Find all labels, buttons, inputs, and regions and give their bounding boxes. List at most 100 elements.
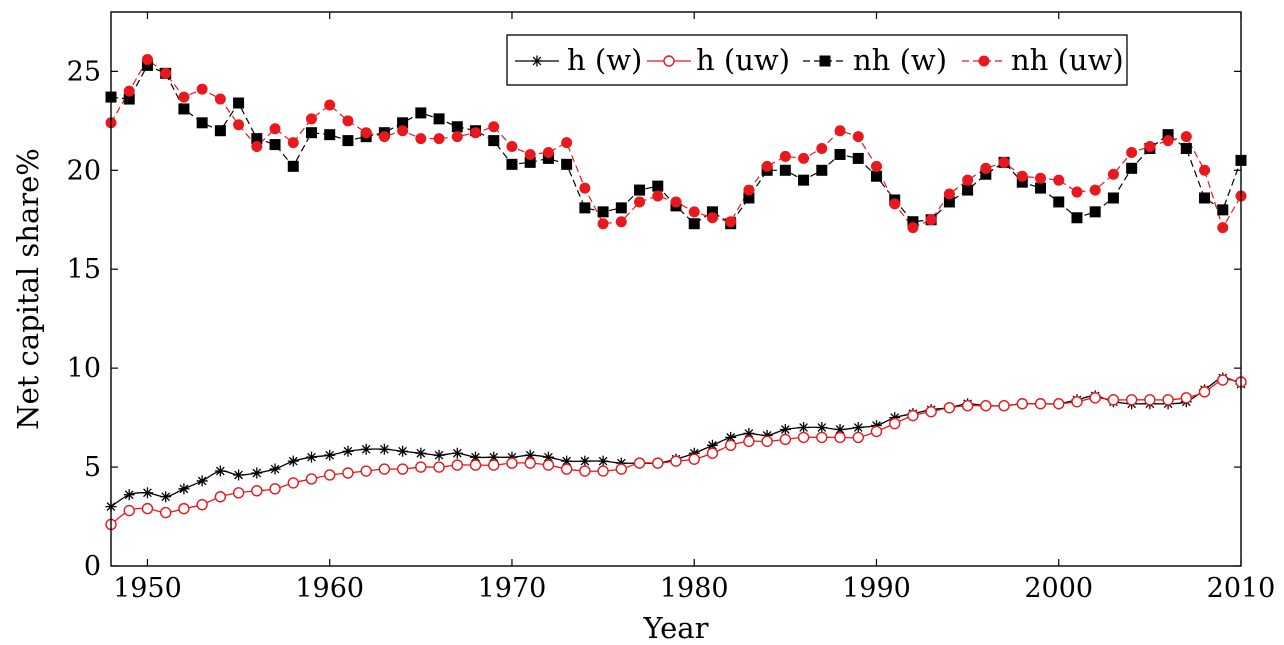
data-point-h-w xyxy=(397,445,409,457)
data-point-nh-w xyxy=(123,93,135,105)
x-tick-label: 1950 xyxy=(113,573,182,604)
legend-label-nh-uw: nh (uw) xyxy=(1011,43,1124,77)
y-tick-label: 10 xyxy=(67,353,101,384)
data-point-nh-uw xyxy=(251,141,263,153)
data-point-nh-uw xyxy=(415,133,427,145)
data-point-h-w xyxy=(342,445,354,457)
data-point-h-uw xyxy=(469,459,482,471)
data-point-h-w xyxy=(196,475,208,487)
data-point-nh-w xyxy=(1199,192,1211,204)
data-point-nh-w xyxy=(743,192,755,204)
data-point-h-w xyxy=(706,439,718,451)
data-point-nh-uw xyxy=(141,53,153,65)
data-point-h-w xyxy=(470,451,482,463)
data-point-nh-w xyxy=(1016,176,1028,188)
data-point-nh-w xyxy=(324,129,336,141)
data-point-nh-uw xyxy=(1053,174,1065,186)
data-point-nh-w xyxy=(561,158,573,170)
data-point-nh-w xyxy=(1089,206,1101,218)
data-point-nh-w xyxy=(1180,143,1192,155)
data-point-h-uw xyxy=(196,498,208,511)
data-point-nh-w xyxy=(943,196,955,208)
data-point-h-uw xyxy=(451,459,463,471)
data-point-nh-uw xyxy=(615,216,627,228)
data-point-h-w xyxy=(214,465,226,477)
data-point-h-uw xyxy=(1198,386,1211,398)
data-point-nh-w xyxy=(178,103,190,115)
data-point-h-w xyxy=(360,443,372,455)
data-point-nh-uw xyxy=(269,123,281,135)
axes: 1950 1960 1970 1980 1990 2000 2010 0 5 10 15 20 25 Ye… xyxy=(11,11,1275,645)
data-point-h-uw xyxy=(889,417,901,430)
data-point-h-uw xyxy=(724,439,737,452)
data-point-nh-w xyxy=(597,206,609,218)
data-point-h-uw xyxy=(396,463,409,475)
data-point-h-uw xyxy=(852,431,864,444)
data-point-h-uw xyxy=(141,502,154,515)
data-point-h-w xyxy=(816,422,828,433)
data-point-nh-w xyxy=(542,152,554,164)
legend-label-nh-w: nh (w) xyxy=(853,43,947,77)
data-point-h-w xyxy=(305,451,317,463)
data-point-h-uw xyxy=(1180,392,1193,404)
data-point-nh-uw xyxy=(834,125,846,137)
data-point-h-uw xyxy=(597,465,609,477)
data-point-nh-w xyxy=(579,202,591,214)
data-point-nh-uw xyxy=(1089,184,1101,196)
data-point-nh-w xyxy=(305,127,317,139)
data-point-h-w xyxy=(433,449,445,461)
data-point-nh-uw xyxy=(1199,164,1211,176)
legend-marker-nh-uw xyxy=(978,55,990,67)
data-point-h-uw xyxy=(652,457,664,469)
data-point-nh-w xyxy=(1071,212,1083,224)
data-point-nh-w xyxy=(214,125,226,137)
legend-marker-h-uw xyxy=(663,55,675,67)
data-point-h-uw xyxy=(123,504,135,517)
data-point-nh-uw xyxy=(597,218,609,230)
data-point-nh-uw xyxy=(324,99,336,111)
data-point-nh-uw xyxy=(1217,222,1229,234)
data-point-nh-w xyxy=(980,168,992,180)
data-point-h-w xyxy=(178,483,190,495)
data-point-nh-uw xyxy=(160,67,172,79)
data-point-h-w xyxy=(561,455,573,467)
data-point-h-uw xyxy=(378,463,391,475)
data-point-nh-uw xyxy=(870,160,882,172)
data-point-h-uw xyxy=(159,506,172,519)
data-point-nh-w xyxy=(451,121,463,133)
data-point-h-uw xyxy=(287,477,299,489)
data-point-nh-w xyxy=(1162,129,1174,141)
data-point-h-uw xyxy=(178,502,190,515)
data-point-nh-w xyxy=(779,164,791,176)
data-point-nh-w xyxy=(615,202,627,214)
data-point-h-w xyxy=(506,451,518,463)
data-point-h-uw xyxy=(542,459,555,471)
data-point-h-w xyxy=(852,422,864,433)
data-point-nh-uw xyxy=(360,127,372,139)
data-point-h-w xyxy=(779,423,791,435)
data-point-nh-w xyxy=(634,184,646,196)
data-markers xyxy=(105,53,1247,531)
data-point-nh-uw xyxy=(287,137,299,149)
data-point-nh-w xyxy=(233,97,245,109)
data-point-h-w xyxy=(761,429,773,441)
data-point-nh-uw xyxy=(488,121,500,133)
data-point-nh-uw xyxy=(214,93,226,105)
data-point-h-w xyxy=(688,447,700,459)
data-point-nh-uw xyxy=(470,127,482,139)
data-point-h-uw xyxy=(579,465,591,477)
data-point-h-w xyxy=(889,412,901,424)
data-point-h-uw xyxy=(743,435,755,448)
data-point-nh-w xyxy=(1053,196,1065,208)
legend-marker-h-w xyxy=(531,55,543,67)
data-point-h-uw xyxy=(342,467,354,479)
data-point-nh-uw xyxy=(196,83,208,95)
data-point-nh-uw xyxy=(1180,131,1192,143)
data-point-h-w xyxy=(725,431,737,443)
data-point-nh-w xyxy=(415,107,427,119)
data-point-h-uw xyxy=(816,431,828,444)
data-point-nh-uw xyxy=(542,146,554,158)
data-point-h-uw xyxy=(251,485,263,497)
data-point-nh-uw xyxy=(1107,168,1119,180)
data-point-h-uw xyxy=(907,409,919,422)
